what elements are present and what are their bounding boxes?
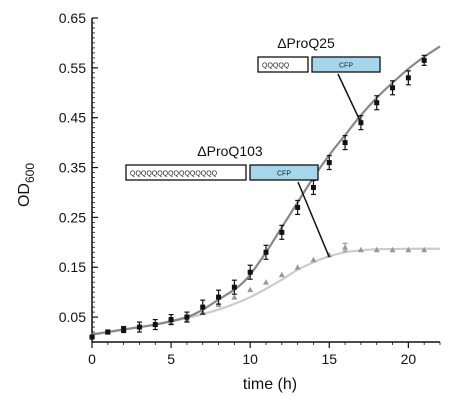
polyq-repeat-text: QQQQQQQQQQQQQQQQ: [130, 171, 218, 178]
data-point: [342, 244, 349, 250]
construct-title: ΔProQ25: [277, 35, 335, 51]
data-point: [247, 269, 253, 275]
data-point: [310, 256, 317, 263]
data-point: [326, 160, 332, 166]
pointer-line: [337, 73, 362, 123]
data-point: [231, 284, 237, 290]
construct-2: ΔProQ103 QQQQQQQQQQQQQQQQ CFP: [125, 143, 330, 258]
data-point: [373, 246, 380, 253]
data-point: [405, 75, 411, 81]
fit-lines: [91, 45, 441, 336]
x-axis-title: time (h): [243, 376, 297, 393]
data-point: [152, 322, 158, 328]
cfp-tag-box: [311, 56, 381, 73]
construct-title: ΔProQ103: [197, 143, 263, 159]
polyq-repeat-text: QQQQQ: [262, 63, 290, 70]
data-point: [216, 294, 222, 300]
y-tick-label: 0.55: [59, 60, 86, 76]
x-tick-label: 20: [401, 351, 417, 367]
y-tick-label: 0.45: [59, 110, 86, 126]
data-point: [342, 140, 348, 146]
data-point: [200, 304, 206, 310]
pointer-line: [297, 181, 330, 258]
y-axis-title: OD600: [16, 163, 37, 207]
data-point: [89, 334, 95, 340]
data-point: [279, 229, 285, 235]
data-point: [295, 204, 301, 210]
construct-1: ΔProQ25 QQQQQ CFP: [257, 35, 381, 123]
data-point: [389, 246, 396, 253]
cfp-tag-box: [249, 164, 319, 181]
data-point: [136, 324, 142, 330]
data-point: [326, 251, 333, 258]
polyq-repeat-box: [125, 164, 247, 181]
y-tick-label: 0.15: [59, 259, 86, 275]
data-point: [231, 294, 238, 300]
data-point: [247, 286, 254, 293]
data-point: [421, 57, 427, 63]
cfp-tag-text: CFP: [277, 171, 291, 178]
data-point: [168, 317, 174, 323]
x-tick-label: 0: [88, 351, 96, 367]
data-point: [294, 264, 301, 270]
data-point: [374, 100, 380, 106]
polyq-repeat-box: [257, 56, 309, 73]
y-tick-label: 0.25: [59, 209, 86, 225]
data-point: [105, 329, 111, 335]
axes: 0.05 0.15 0.25 0.35 0.45 0.55 0.65 0 5 10 15 20: [59, 10, 441, 367]
construct-annotations: ΔProQ25 QQQQQ CFP ΔProQ103 QQQQQQQQQQQQQQQQ C…: [125, 35, 381, 258]
data-point: [310, 184, 316, 190]
data-point: [263, 249, 269, 255]
data-point: [390, 85, 396, 91]
cfp-tag-text: CFP: [339, 63, 353, 70]
y-tick-label: 0.65: [59, 10, 86, 26]
y-axis-title-subscript: 600: [23, 163, 37, 183]
data-point: [121, 327, 127, 333]
fit-line: [91, 247, 441, 336]
x-tick-label: 5: [167, 351, 175, 367]
fit-line: [91, 45, 441, 336]
y-tick-label: 0.05: [59, 309, 86, 325]
data-point: [263, 279, 269, 285]
data-point: [184, 314, 190, 320]
y-axis-title-main: OD: [16, 183, 33, 207]
x-tick-label: 10: [242, 351, 258, 367]
data-point: [421, 246, 428, 253]
data-points: [89, 54, 428, 340]
data-point: [357, 246, 364, 253]
data-point: [405, 246, 412, 253]
data-point: [278, 271, 285, 278]
y-tick-label: 0.35: [59, 160, 86, 176]
x-tick-label: 15: [321, 351, 337, 367]
